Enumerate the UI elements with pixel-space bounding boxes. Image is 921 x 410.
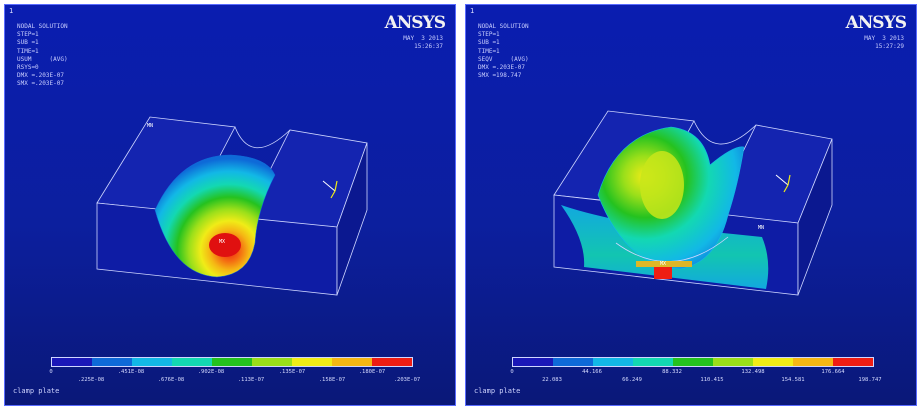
legend-tick: 22.083	[542, 377, 562, 383]
contour-legend-bar	[51, 357, 413, 367]
cutout-back-edge	[234, 126, 291, 149]
legend-ticks-upper: 0 .451E-08 .902E-08 .135E-07 .180E-07	[49, 369, 421, 377]
legend-tick: .158E-07	[318, 377, 346, 383]
legend-ticks-upper: 0 44.166 88.332 132.498 176.664	[510, 369, 882, 377]
legend-tick: 0	[510, 369, 514, 375]
legend-tick: .113E-07	[237, 377, 265, 383]
displacement-model-view[interactable]: MX MN	[5, 5, 456, 345]
date-time-stamp: MAY 3 2013 15:26:37	[403, 35, 443, 50]
legend-tick: 66.249	[622, 377, 642, 383]
contour-legend-bar	[512, 357, 874, 367]
legend-tick: 176.664	[821, 369, 845, 375]
solution-info-text: NODAL SOLUTION STEP=1 SUB =1 TIME=1 USUM…	[17, 23, 68, 88]
high-stress-band	[636, 261, 692, 267]
legend-tick: .225E-08	[77, 377, 105, 383]
model-caption: clamp plate	[474, 387, 521, 395]
displacement-contour-bowl	[154, 154, 276, 278]
window-number: 1	[470, 7, 475, 15]
ansys-logo: ANSYS	[845, 13, 907, 33]
legend-tick: .676E-08	[157, 377, 185, 383]
legend-ticks-lower: .225E-08 .676E-08 .113E-07 .158E-07 .203…	[51, 377, 421, 385]
mx-marker: MX	[660, 261, 666, 267]
legend-tick: 44.166	[582, 369, 602, 375]
mx-marker: MX	[219, 239, 225, 245]
legend-tick: 0	[49, 369, 53, 375]
mn-marker: MN	[147, 123, 153, 129]
left-result-viewport[interactable]: 1 NODAL SOLUTION STEP=1 SUB =1 TIME=1 US…	[4, 4, 456, 406]
coordinate-axis-triad-icon	[775, 174, 791, 193]
stress-model-view[interactable]: MX MN	[466, 5, 917, 345]
legend-tick: 198.747	[858, 377, 882, 383]
legend-tick: .135E-07	[278, 369, 306, 375]
mn-marker: MN	[758, 225, 764, 231]
ansys-logo: ANSYS	[384, 13, 446, 33]
block-right-face	[336, 142, 368, 296]
legend-tick: .180E-07	[358, 369, 386, 375]
right-result-viewport[interactable]: 1 NODAL SOLUTION STEP=1 SUB =1 TIME=1 SE…	[465, 4, 917, 406]
max-stress-spot	[654, 267, 672, 279]
solution-info-text: NODAL SOLUTION STEP=1 SUB =1 TIME=1 SEQV…	[478, 23, 529, 80]
legend-ticks-lower: 22.083 66.249 110.415 154.581 198.747	[512, 377, 882, 385]
legend-tick: .902E-08	[197, 369, 225, 375]
legend-tick: 110.415	[700, 377, 724, 383]
coordinate-axis-triad-icon	[322, 180, 338, 199]
stress-core	[640, 151, 684, 219]
date-time-stamp: MAY 3 2013 15:27:29	[864, 35, 904, 50]
window-number: 1	[9, 7, 14, 15]
legend-tick: .203E-07	[393, 377, 421, 383]
cutout-back-edge	[693, 120, 757, 145]
model-caption: clamp plate	[13, 387, 60, 395]
legend-tick: 88.332	[662, 369, 682, 375]
legend-tick: 154.581	[781, 377, 805, 383]
block-right-face	[797, 138, 833, 296]
legend-tick: 132.498	[741, 369, 765, 375]
max-displacement-spot	[209, 233, 241, 257]
legend-tick: .451E-08	[117, 369, 145, 375]
